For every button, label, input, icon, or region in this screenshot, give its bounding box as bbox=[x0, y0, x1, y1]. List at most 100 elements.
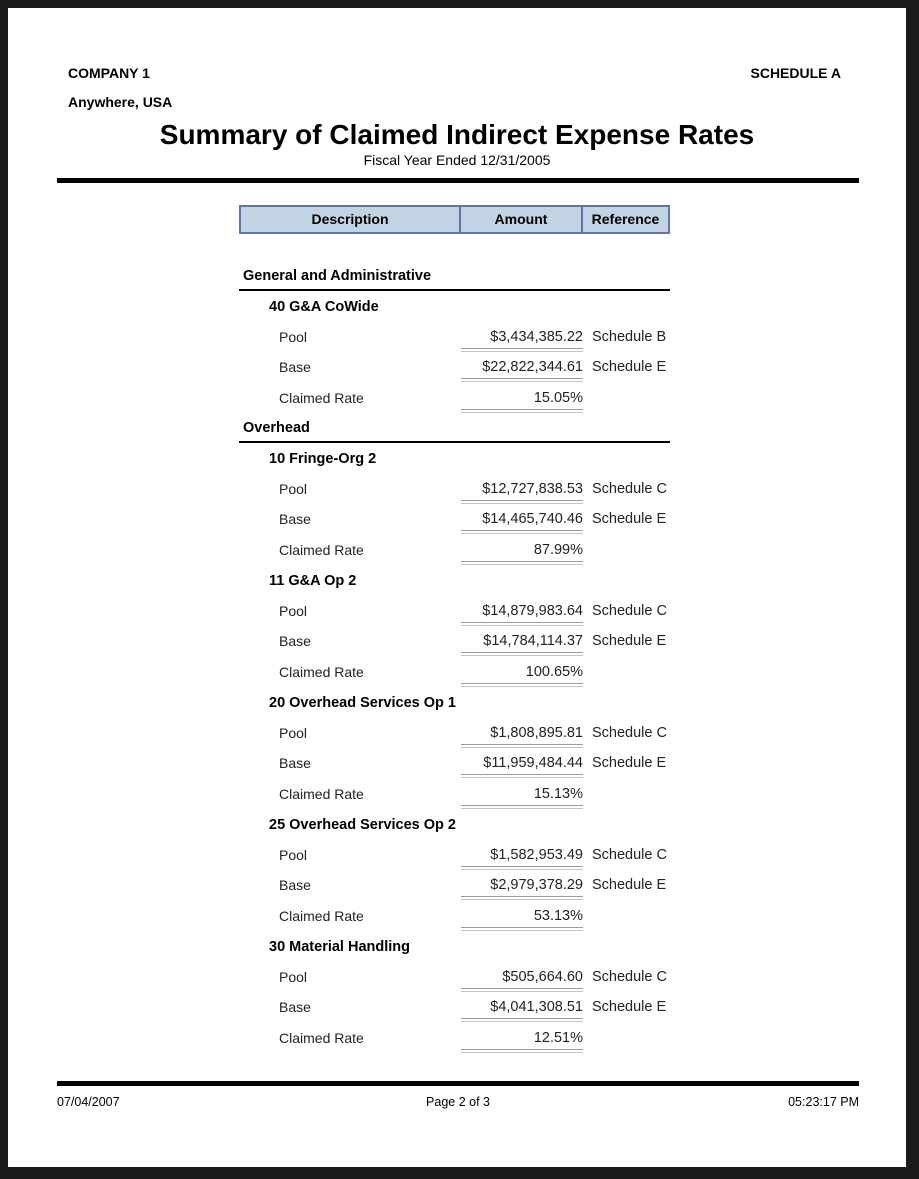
table-row: Pool $1,582,953.49 Schedule C bbox=[239, 840, 670, 871]
amount-underline bbox=[461, 378, 583, 382]
row-reference: Schedule E bbox=[592, 633, 667, 649]
row-amount: $12,727,838.53 bbox=[461, 481, 583, 505]
row-reference bbox=[583, 1030, 592, 1054]
amount-underline bbox=[461, 347, 583, 352]
row-label: Pool bbox=[279, 480, 308, 497]
amount-value: $2,979,378.29 bbox=[490, 877, 583, 893]
table-row: Claimed Rate 15.05% bbox=[239, 383, 670, 414]
table-row: Pool $1,808,895.81 Schedule C bbox=[239, 718, 670, 749]
amount-value: $3,434,385.22 bbox=[490, 328, 583, 345]
table-row: Pool $505,664.60 Schedule C bbox=[239, 962, 670, 993]
row-amount: $1,808,895.81 bbox=[461, 725, 583, 749]
row-reference: Schedule C bbox=[592, 602, 667, 619]
row-reference: Schedule E bbox=[592, 511, 667, 527]
table-section: Overhead 10 Fringe-Org 2 Pool $12,727,838.5… bbox=[239, 413, 670, 1053]
amount-underline bbox=[461, 499, 583, 504]
amount-underline bbox=[461, 408, 583, 413]
row-label: Base bbox=[279, 877, 311, 893]
amount-underline bbox=[461, 1048, 583, 1053]
table-row: Pool $3,434,385.22 Schedule B bbox=[239, 322, 670, 353]
row-reference: Schedule C bbox=[592, 846, 667, 863]
row-label: Claimed Rate bbox=[279, 663, 364, 680]
amount-underline bbox=[461, 560, 583, 565]
report-footer: 07/04/2007 Page 2 of 3 05:23:17 PM bbox=[57, 1081, 859, 1109]
amount-underline bbox=[461, 621, 583, 626]
row-amount: $14,465,740.46 bbox=[461, 511, 583, 535]
row-amount: 15.05% bbox=[461, 390, 583, 414]
row-label: Base bbox=[279, 511, 311, 527]
group-heading: 25 Overhead Services Op 2 bbox=[269, 817, 456, 833]
row-reference: Schedule C bbox=[592, 480, 667, 497]
row-label: Pool bbox=[279, 602, 308, 619]
amount-underline bbox=[461, 896, 583, 900]
table-row: Claimed Rate 53.13% bbox=[239, 901, 670, 932]
amount-value: $1,582,953.49 bbox=[490, 846, 583, 863]
report-page: COMPANY 1 SCHEDULE A Anywhere, USA Summa… bbox=[8, 8, 906, 1167]
table-section: General and Administrative 40 G&A CoWide P… bbox=[239, 261, 670, 413]
row-label: Claimed Rate bbox=[279, 389, 364, 406]
group-heading: 20 Overhead Services Op 1 bbox=[269, 695, 456, 711]
amount-value: $1,808,895.81 bbox=[490, 724, 583, 741]
row-label: Base bbox=[279, 755, 311, 771]
row-amount: 12.51% bbox=[461, 1030, 583, 1054]
row-label: Pool bbox=[279, 846, 308, 863]
group-heading: 10 Fringe-Org 2 bbox=[269, 451, 377, 467]
schedule-label: SCHEDULE A bbox=[750, 65, 842, 81]
footer-date: 07/04/2007 bbox=[57, 1095, 120, 1109]
row-label: Base bbox=[279, 359, 311, 375]
amount-value: $11,959,484.44 bbox=[483, 755, 583, 771]
row-amount: $14,784,114.37 bbox=[461, 633, 583, 657]
column-header-amount: Amount bbox=[459, 207, 583, 232]
row-label: Pool bbox=[279, 328, 308, 345]
row-reference: Schedule C bbox=[592, 724, 667, 741]
amount-value: $22,822,344.61 bbox=[482, 359, 583, 375]
row-amount: 15.13% bbox=[461, 786, 583, 810]
row-reference: Schedule E bbox=[592, 755, 667, 771]
row-amount: 87.99% bbox=[461, 542, 583, 566]
amount-value: $505,664.60 bbox=[502, 968, 583, 985]
row-reference: Schedule C bbox=[592, 968, 667, 985]
row-reference bbox=[583, 786, 592, 810]
row-reference: Schedule E bbox=[592, 999, 667, 1015]
row-label: Pool bbox=[279, 968, 308, 985]
row-label: Base bbox=[279, 999, 311, 1015]
row-amount: $2,979,378.29 bbox=[461, 877, 583, 901]
table-row: Claimed Rate 100.65% bbox=[239, 657, 670, 688]
amount-value: 12.51% bbox=[533, 1029, 583, 1046]
report-title: Summary of Claimed Indirect Expense Rate… bbox=[159, 119, 755, 150]
amount-underline bbox=[461, 774, 583, 778]
row-reference bbox=[583, 542, 592, 566]
table-row: Base $2,979,378.29 Schedule E bbox=[239, 870, 670, 901]
row-amount: $14,879,983.64 bbox=[461, 603, 583, 627]
amount-underline bbox=[461, 530, 583, 534]
table-row: Claimed Rate 87.99% bbox=[239, 535, 670, 566]
row-label: Claimed Rate bbox=[279, 785, 364, 802]
row-amount: $22,822,344.61 bbox=[461, 359, 583, 383]
amount-value: 15.13% bbox=[533, 785, 583, 802]
row-amount: 53.13% bbox=[461, 908, 583, 932]
row-amount: $1,582,953.49 bbox=[461, 847, 583, 871]
footer-divider-rule bbox=[57, 1081, 859, 1086]
footer-row: 07/04/2007 Page 2 of 3 05:23:17 PM bbox=[57, 1095, 859, 1109]
table-row: Claimed Rate 12.51% bbox=[239, 1023, 670, 1054]
amount-underline bbox=[461, 1018, 583, 1022]
amount-underline bbox=[461, 682, 583, 687]
table-header-row: Description Amount Reference bbox=[239, 205, 670, 234]
rates-table: Description Amount Reference General and… bbox=[239, 205, 670, 1053]
report-subtitle: Fiscal Year Ended 12/31/2005 bbox=[363, 152, 551, 168]
group-heading: 11 G&A Op 2 bbox=[269, 573, 357, 589]
amount-value: 53.13% bbox=[533, 907, 583, 924]
table-row: Base $4,041,308.51 Schedule E bbox=[239, 992, 670, 1023]
row-label: Claimed Rate bbox=[279, 541, 364, 558]
row-label: Pool bbox=[279, 724, 308, 741]
row-reference bbox=[583, 664, 592, 688]
company-address: Anywhere, USA bbox=[68, 94, 173, 110]
section-heading: Overhead bbox=[239, 413, 670, 443]
row-label: Claimed Rate bbox=[279, 1029, 364, 1046]
row-label: Claimed Rate bbox=[279, 907, 364, 924]
row-label: Base bbox=[279, 633, 311, 649]
table-row: Claimed Rate 15.13% bbox=[239, 779, 670, 810]
row-reference bbox=[583, 390, 592, 414]
table-body: General and Administrative 40 G&A CoWide P… bbox=[239, 261, 670, 1053]
